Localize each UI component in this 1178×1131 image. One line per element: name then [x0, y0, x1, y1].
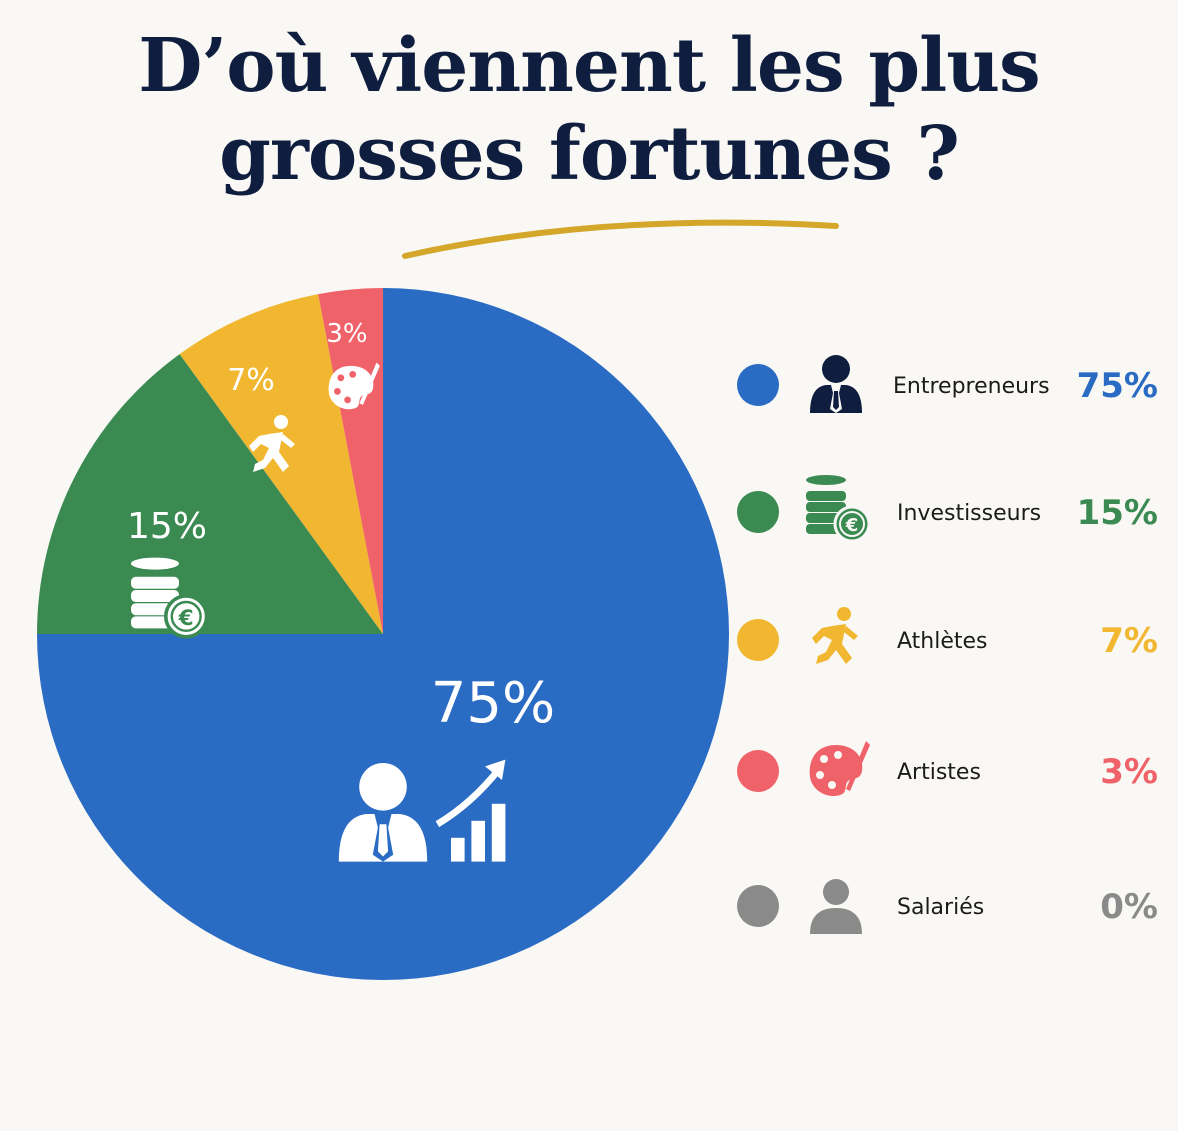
legend-value: 75%	[1077, 366, 1158, 406]
legend-item-athlètes: Athlètes 7%	[737, 607, 1158, 664]
legend-label: Artistes	[897, 760, 981, 785]
businessman-growth-icon	[338, 759, 506, 862]
businessman-icon	[810, 355, 862, 413]
runner-icon	[812, 607, 858, 664]
legend-swatch	[737, 491, 779, 533]
person-icon	[810, 879, 862, 934]
euro-coins-icon: €	[806, 475, 871, 543]
legend-label: Athlètes	[897, 629, 988, 654]
legend-swatch	[737, 619, 779, 661]
palette-icon	[328, 362, 380, 410]
legend-label: Entrepreneurs	[893, 374, 1050, 399]
runner-icon	[249, 415, 295, 472]
legend-value: 3%	[1100, 752, 1158, 792]
legend-item-entrepreneurs: Entrepreneurs 75%	[737, 355, 1158, 413]
legend-item-investisseurs: € Investisseurs 15%	[737, 475, 1158, 543]
chart-title: D’où viennent les plus grosses fortunes …	[0, 22, 1178, 198]
slice-label-entrepreneurs: 75%	[431, 671, 555, 736]
title-line-2: grosses fortunes ?	[219, 111, 960, 197]
title-line-1: D’où viennent les plus	[138, 23, 1040, 109]
svg-text:€: €	[178, 606, 194, 631]
slice-label-athlètes: 7%	[227, 363, 275, 398]
palette-icon	[809, 741, 870, 797]
euro-coins-icon: €	[131, 557, 209, 639]
legend-swatch	[737, 885, 779, 927]
pie-slice-investisseurs	[37, 354, 383, 634]
legend-label: Investisseurs	[897, 501, 1041, 526]
legend-value: 0%	[1100, 887, 1158, 927]
legend-swatch	[737, 750, 779, 792]
legend-value: 15%	[1077, 493, 1158, 533]
legend-item-artistes: Artistes 3%	[737, 741, 1158, 797]
legend-label: Salariés	[897, 895, 984, 920]
slice-label-investisseurs: 15%	[127, 506, 207, 547]
slice-label-artistes: 3%	[326, 319, 367, 349]
legend-item-salariés: Salariés 0%	[737, 879, 1158, 934]
title-underline	[402, 219, 839, 259]
legend-swatch	[737, 364, 779, 406]
svg-text:€: €	[845, 515, 859, 536]
legend-value: 7%	[1100, 621, 1158, 661]
